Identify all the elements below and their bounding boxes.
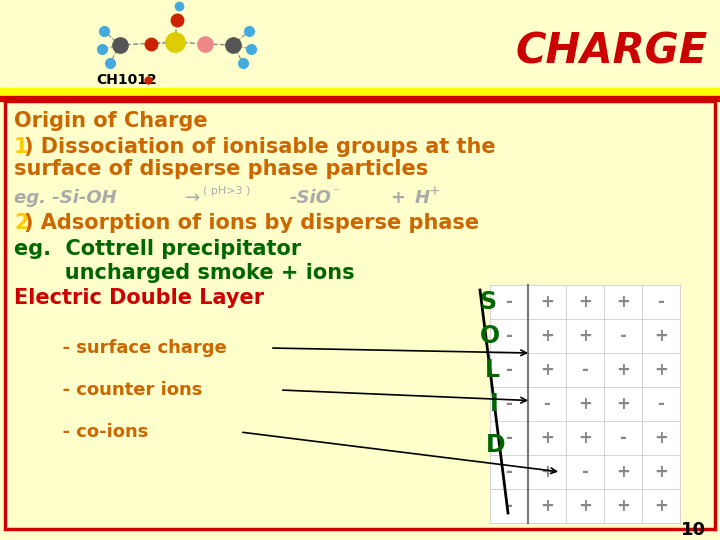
- Text: +: +: [654, 429, 668, 447]
- Text: 2: 2: [14, 213, 29, 233]
- Text: +: +: [578, 497, 592, 515]
- Text: +: +: [540, 361, 554, 379]
- Text: +: +: [540, 497, 554, 515]
- Text: +: +: [578, 293, 592, 311]
- Text: ( pH>3 ): ( pH>3 ): [203, 186, 251, 196]
- Text: ) Adsorption of ions by disperse phase: ) Adsorption of ions by disperse phase: [24, 213, 479, 233]
- Text: →: →: [185, 189, 200, 207]
- Text: - surface charge: - surface charge: [50, 339, 227, 357]
- Text: -: -: [505, 395, 513, 413]
- Text: -: -: [505, 429, 513, 447]
- Text: -: -: [505, 327, 513, 345]
- Text: CHARGE: CHARGE: [516, 31, 708, 73]
- Text: +: +: [540, 463, 554, 481]
- Text: O: O: [480, 324, 500, 348]
- Text: H: H: [415, 189, 430, 207]
- Text: -: -: [505, 361, 513, 379]
- Text: +: +: [540, 327, 554, 345]
- Text: eg.  Cottrell precipitator: eg. Cottrell precipitator: [14, 239, 301, 259]
- Bar: [490, 285, 680, 523]
- Text: uncharged smoke + ions: uncharged smoke + ions: [14, 263, 355, 283]
- Text: +: +: [540, 293, 554, 311]
- Text: +: +: [540, 429, 554, 447]
- Text: +: +: [616, 395, 630, 413]
- Text: +: +: [428, 184, 440, 198]
- Text: +: +: [654, 497, 668, 515]
- Text: -: -: [657, 293, 665, 311]
- Bar: [0, 88, 720, 96]
- Text: L: L: [485, 358, 500, 382]
- Text: S: S: [480, 290, 497, 314]
- Text: eg. -Si-OH: eg. -Si-OH: [14, 189, 117, 207]
- Text: -: -: [657, 395, 665, 413]
- Text: D: D: [486, 433, 506, 457]
- Text: Electric Double Layer: Electric Double Layer: [14, 288, 264, 308]
- Text: 10: 10: [681, 521, 706, 539]
- Text: - counter ions: - counter ions: [50, 381, 202, 399]
- Text: -: -: [505, 497, 513, 515]
- Text: -: -: [505, 463, 513, 481]
- Text: +: +: [578, 429, 592, 447]
- Text: +: +: [578, 395, 592, 413]
- Text: +: +: [390, 189, 405, 207]
- Text: +: +: [654, 361, 668, 379]
- Bar: [0, 96, 720, 101]
- Text: +: +: [616, 293, 630, 311]
- Text: ) Dissociation of ionisable groups at the: ) Dissociation of ionisable groups at th…: [24, 137, 495, 157]
- Text: +: +: [616, 497, 630, 515]
- Text: -: -: [582, 463, 588, 481]
- Text: ⁻: ⁻: [332, 186, 339, 200]
- Text: 1: 1: [14, 137, 29, 157]
- Text: +: +: [654, 327, 668, 345]
- FancyBboxPatch shape: [5, 101, 715, 529]
- Text: - co-ions: - co-ions: [50, 423, 148, 441]
- Text: -: -: [505, 293, 513, 311]
- Text: -: -: [620, 429, 626, 447]
- Text: CH1012: CH1012: [96, 73, 157, 87]
- Text: -: -: [620, 327, 626, 345]
- Text: -: -: [582, 361, 588, 379]
- Text: -SiO: -SiO: [290, 189, 332, 207]
- Text: +: +: [616, 361, 630, 379]
- Text: +: +: [616, 463, 630, 481]
- Text: +: +: [578, 327, 592, 345]
- Text: Origin of Charge: Origin of Charge: [14, 111, 207, 131]
- Text: +: +: [654, 463, 668, 481]
- Text: I: I: [490, 392, 498, 416]
- Text: surface of disperse phase particles: surface of disperse phase particles: [14, 159, 428, 179]
- Text: -: -: [544, 395, 550, 413]
